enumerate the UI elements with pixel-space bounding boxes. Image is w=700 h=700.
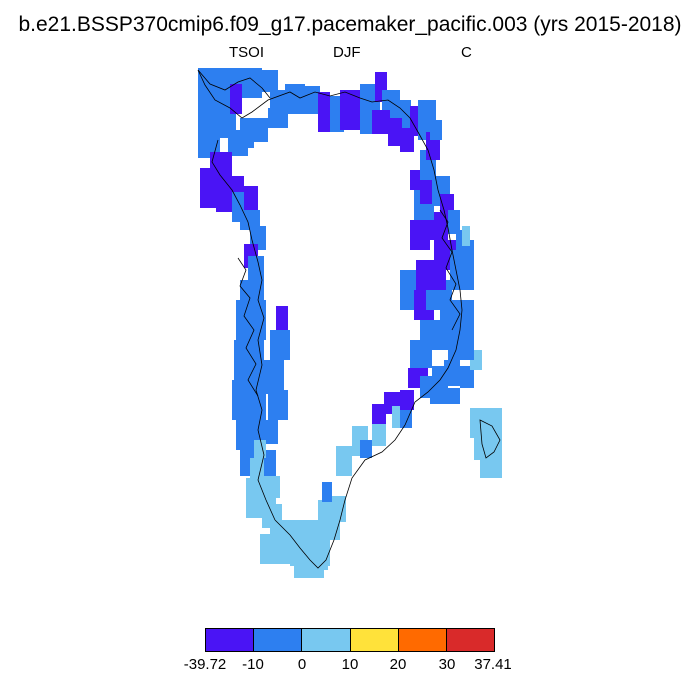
colorbar-swatch-3 (302, 629, 351, 651)
coastline-north (197, 69, 419, 133)
colorbar-swatch-1 (206, 629, 255, 651)
map-cell (322, 482, 332, 502)
colorbar-label-5: 20 (389, 656, 407, 673)
map-cell (400, 410, 412, 428)
map-cell (448, 210, 460, 234)
map-cell (372, 420, 386, 446)
colorbar-swatch-4 (350, 629, 399, 651)
map-cell (340, 90, 362, 130)
variable-label: TSOI (229, 44, 265, 61)
map-cell (462, 226, 470, 246)
map-cell (244, 186, 258, 214)
map-cell (360, 440, 372, 458)
map-cell (252, 118, 268, 142)
map-cell (400, 390, 414, 410)
colorbar (205, 628, 495, 652)
map-cell (460, 240, 474, 270)
season-label: DJF (333, 44, 361, 61)
map-grid-cells (198, 68, 502, 578)
colorbar-swatch-2 (254, 629, 303, 651)
colorbar-swatch-6 (446, 629, 495, 651)
map-cell (460, 366, 474, 388)
map-cell (318, 92, 330, 132)
map-cell (254, 440, 266, 458)
map-cell (248, 256, 264, 286)
map-cell (336, 446, 352, 476)
map-cell (448, 330, 474, 360)
map-cell (262, 360, 284, 394)
coastline (197, 69, 501, 569)
coastline-island (479, 419, 501, 459)
map-cell (276, 306, 288, 330)
map-cell (268, 390, 288, 420)
map-cell (372, 404, 386, 424)
map-cell (388, 118, 402, 146)
colorbar-label-4: 10 (341, 656, 359, 673)
map-cell (230, 84, 242, 114)
map-cell (330, 496, 346, 522)
map-cell (250, 458, 264, 478)
map-cell (260, 534, 294, 564)
map-cell (400, 128, 414, 152)
map-cell (444, 360, 460, 386)
map-cell (268, 108, 288, 128)
colorbar-label-2: -10 (242, 656, 264, 673)
colorbar-label-max: 37.41 (474, 656, 512, 673)
map-cell (262, 70, 278, 92)
map-cell (285, 84, 305, 114)
map-cell (294, 556, 324, 578)
map-cell (200, 168, 220, 208)
units-label: C (461, 44, 472, 61)
map-cell (264, 420, 278, 444)
coastline-fjords-east (439, 209, 461, 331)
colorbar-label-3: 0 (297, 656, 307, 673)
map-cell (236, 300, 266, 340)
map-cell (198, 68, 220, 158)
colorbar-label-6: 30 (438, 656, 456, 673)
plot-title: b.e21.BSSP370cmip6.f09_g17.pacemaker_pac… (18, 13, 682, 36)
map-cell (270, 330, 290, 360)
map-cell (410, 220, 430, 250)
map-cell (430, 120, 442, 140)
colorbar-swatch-5 (398, 629, 447, 651)
coastline-west (211, 139, 276, 521)
colorbar-label-min: -39.72 (183, 656, 227, 673)
map-cell (240, 68, 262, 98)
map-cell (305, 86, 320, 114)
map-cell (372, 110, 390, 134)
map-cell (270, 90, 286, 110)
map-cell (480, 454, 502, 478)
coastline-east (404, 131, 463, 426)
map-cell (430, 388, 460, 404)
map-cell (228, 130, 248, 156)
coastline-fjords-west (237, 257, 259, 397)
coastline-south (274, 424, 406, 569)
coastline-northwest (197, 69, 271, 99)
